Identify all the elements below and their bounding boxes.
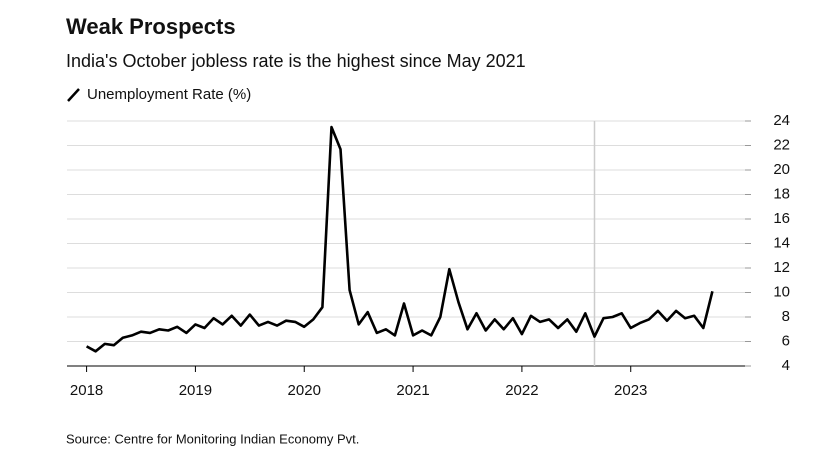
y-tick-label: 18 bbox=[773, 185, 790, 202]
chart-title: Weak Prospects bbox=[66, 14, 236, 39]
y-tick-label: 14 bbox=[773, 234, 790, 251]
source-note: Source: Centre for Monitoring Indian Eco… bbox=[66, 431, 359, 446]
y-tick-label: 20 bbox=[773, 161, 790, 178]
y-tick-label: 24 bbox=[773, 112, 790, 129]
y-tick-label: 22 bbox=[773, 136, 790, 153]
y-tick-label: 4 bbox=[782, 357, 790, 374]
legend-swatch bbox=[67, 88, 80, 102]
x-tick-label: 2021 bbox=[396, 382, 429, 399]
x-tick-label: 2018 bbox=[70, 382, 103, 399]
x-tick-label: 2023 bbox=[614, 382, 647, 399]
y-tick-label: 16 bbox=[773, 210, 790, 227]
y-tick-label: 8 bbox=[782, 308, 790, 325]
y-tick-label: 12 bbox=[773, 259, 790, 276]
y-tick-label: 10 bbox=[773, 283, 790, 300]
y-tick-label: 6 bbox=[782, 332, 790, 349]
chart-subtitle: India's October jobless rate is the high… bbox=[66, 51, 526, 71]
data-line bbox=[85, 125, 714, 353]
x-tick-label: 2020 bbox=[288, 382, 321, 399]
legend-label: Unemployment Rate (%) bbox=[87, 86, 251, 103]
x-tick-label: 2022 bbox=[505, 382, 538, 399]
x-tick-label: 2019 bbox=[179, 382, 212, 399]
